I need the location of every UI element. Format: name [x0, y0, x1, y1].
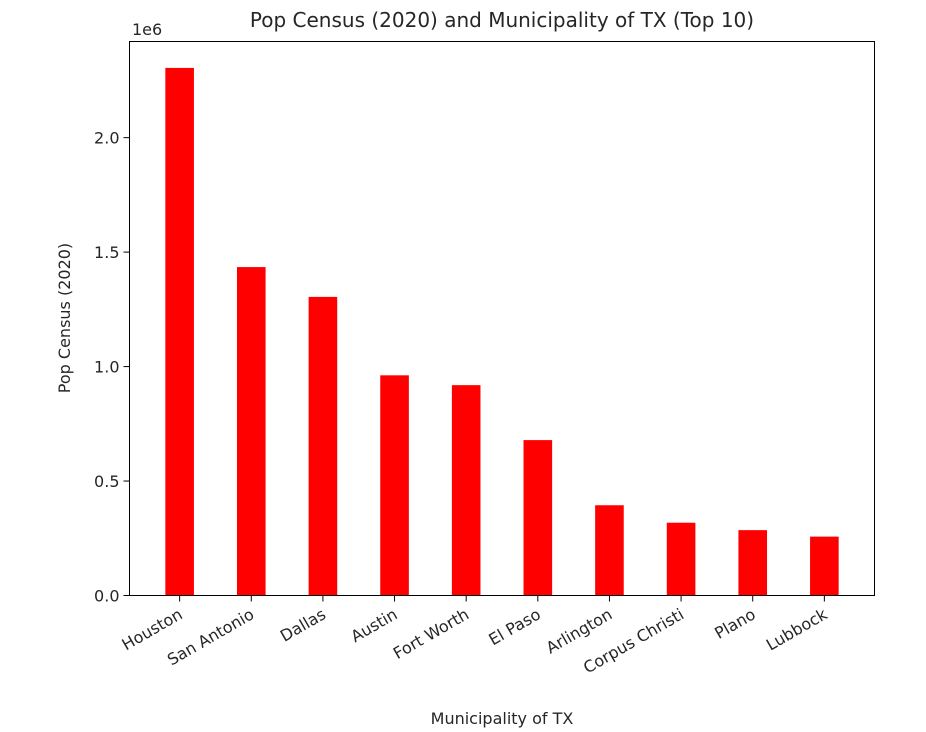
x-tick-label: Dallas [277, 605, 329, 646]
y-axis-label: Pop Census (2020) [55, 243, 74, 393]
bar-austin [380, 375, 409, 596]
chart-title: Pop Census (2020) and Municipality of TX… [250, 8, 754, 32]
bar-san-antonio [236, 267, 266, 596]
bars-group [165, 67, 839, 596]
y-tick-label: 1.0 [94, 358, 119, 377]
plot-frame [129, 41, 875, 596]
bar-arlington [595, 505, 624, 596]
bar-houston [165, 67, 194, 596]
bar-plano [738, 530, 768, 596]
x-tick-label: Plano [711, 605, 758, 643]
y-tick-label: 2.0 [94, 129, 119, 148]
y-axis-ticks: 0.0 0.5 1.0 1.5 2.0 [94, 129, 130, 606]
y-tick-label: 1.5 [94, 243, 119, 262]
x-tick-label: Lubbock [763, 604, 831, 654]
x-tick-label: Fort Worth [390, 605, 472, 663]
bar-lubbock [810, 536, 839, 596]
y-axis-offset-label: 1e6 [132, 20, 162, 39]
y-tick-label: 0.0 [94, 587, 119, 606]
x-axis-label: Municipality of TX [431, 709, 574, 728]
bar-el-paso [523, 440, 553, 596]
bar-dallas [308, 296, 338, 596]
bar-corpus-christi [666, 522, 696, 596]
y-tick-label: 0.5 [94, 472, 119, 491]
x-tick-label: Austin [348, 605, 401, 647]
x-tick-label: El Paso [485, 605, 543, 650]
bar-fort-worth [451, 385, 481, 596]
